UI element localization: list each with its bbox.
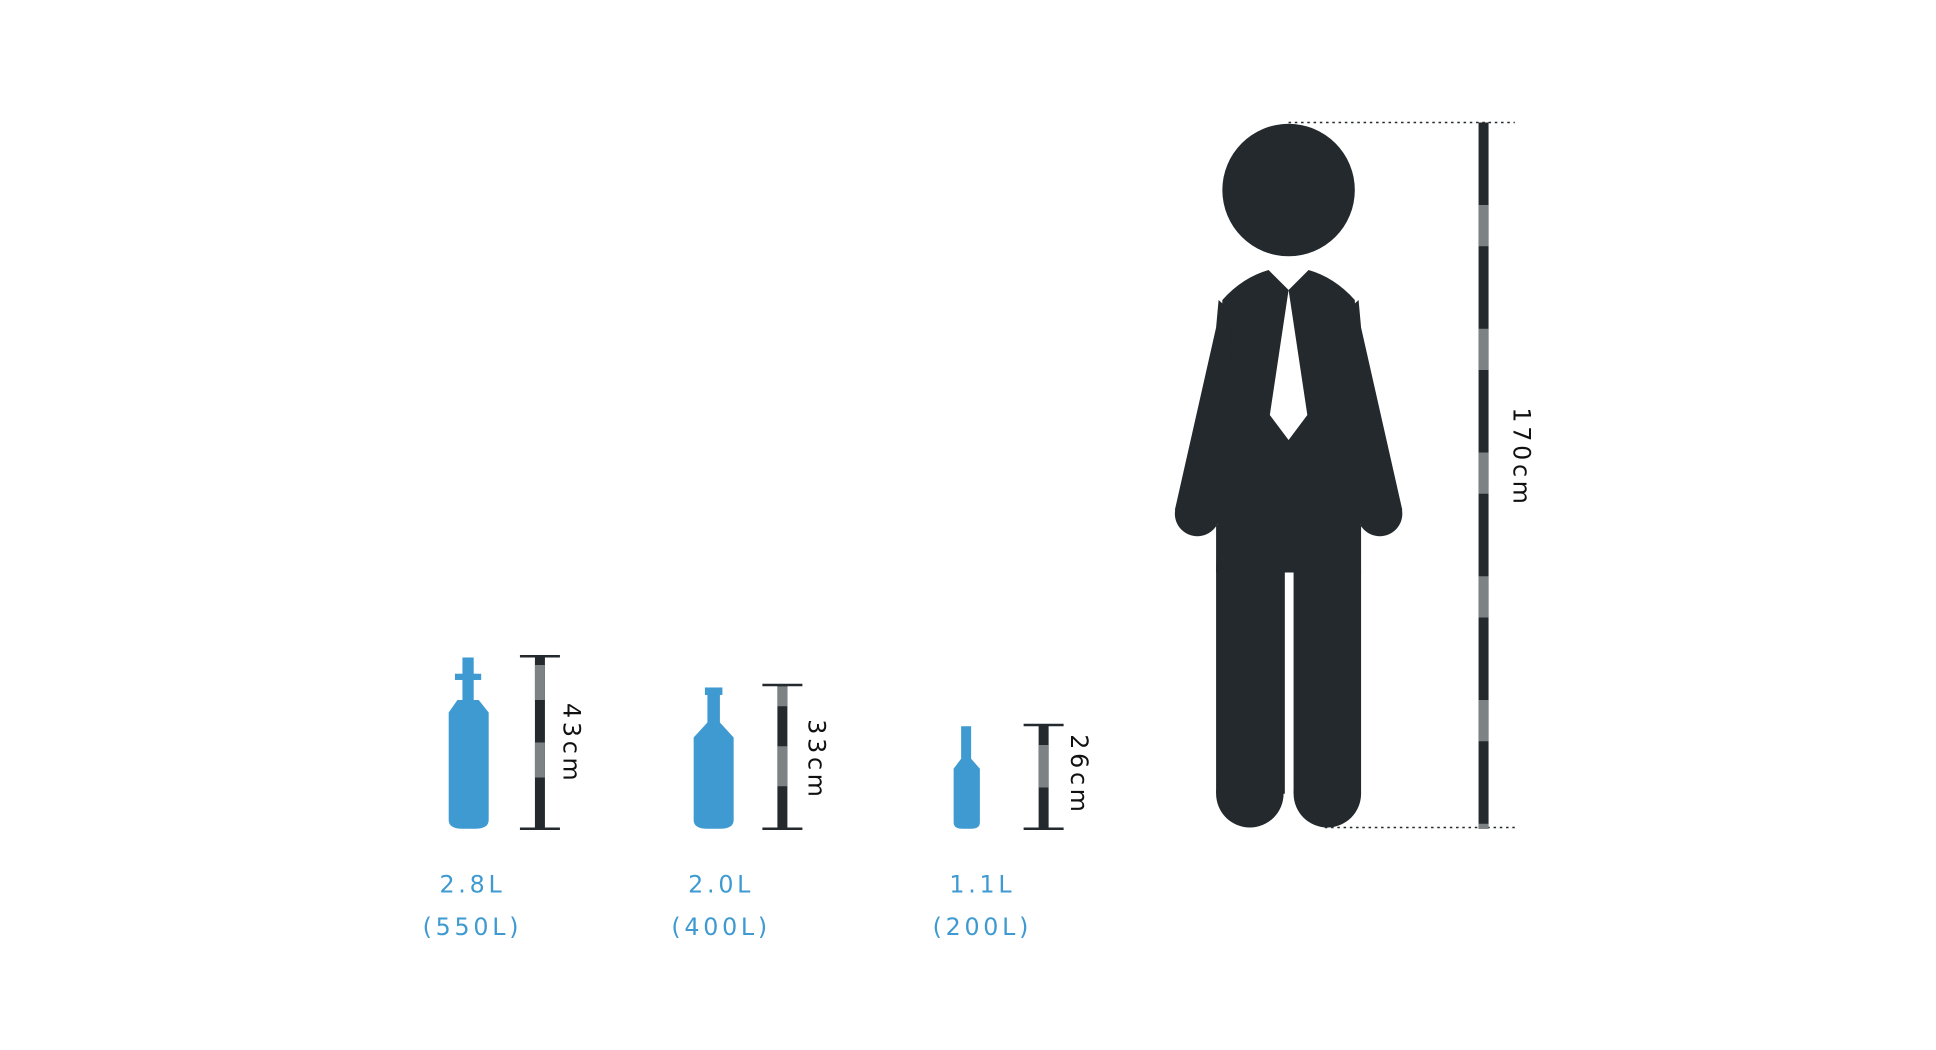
- ruler-small: [1023, 723, 1064, 830]
- person: [1174, 123, 1403, 828]
- capacity-label: (200L): [933, 913, 1033, 941]
- capacity-label: (400L): [671, 913, 771, 941]
- capacity-label: (550L): [423, 913, 523, 941]
- cylinder-medium: [693, 687, 734, 829]
- cylinder-large: [448, 657, 489, 829]
- height-label: 33cm: [802, 719, 830, 800]
- ruler-large: [519, 654, 560, 830]
- volume-label: 2.8L: [439, 870, 505, 898]
- height-label: 170cm: [1507, 407, 1535, 507]
- height-label: 26cm: [1065, 734, 1093, 815]
- height-label: 43cm: [557, 703, 585, 784]
- ruler-medium: [762, 683, 803, 830]
- volume-label: 1.1L: [949, 870, 1015, 898]
- cylinder-small: [953, 726, 980, 829]
- volume-label: 2.0L: [688, 870, 754, 898]
- ruler-person: [1288, 121, 1515, 829]
